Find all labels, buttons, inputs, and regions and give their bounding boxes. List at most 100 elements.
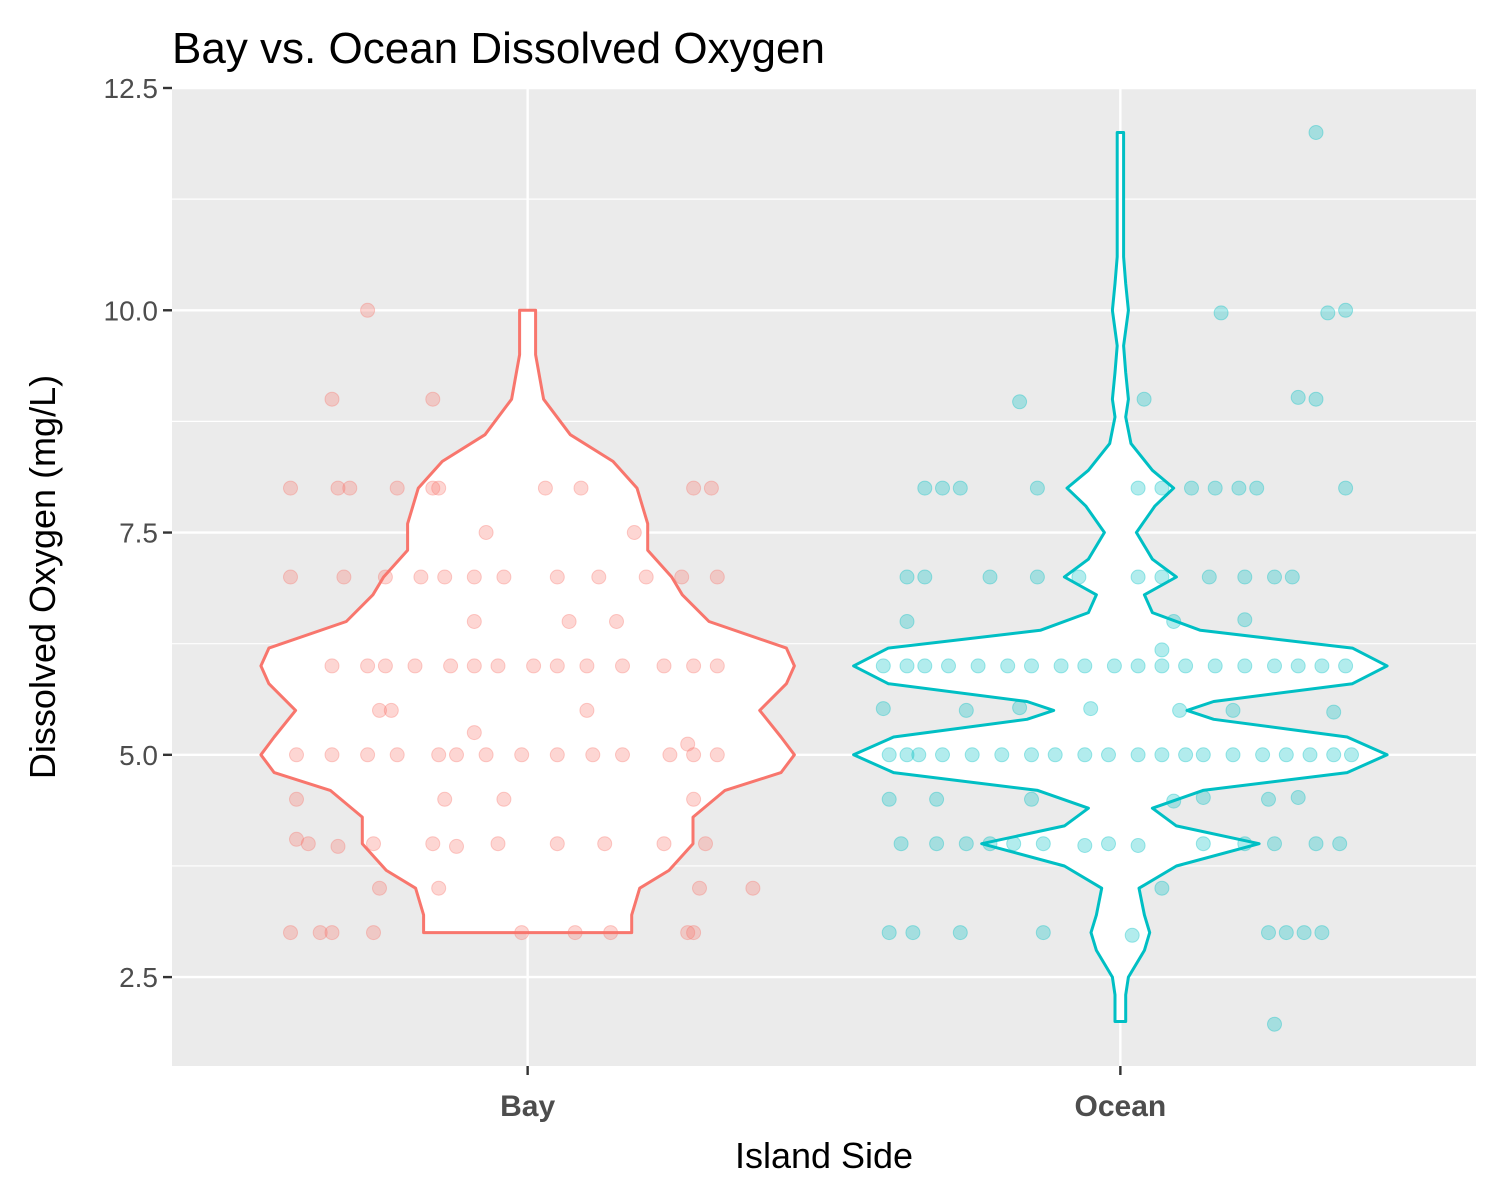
point-ocean xyxy=(1308,125,1324,140)
point-ocean xyxy=(899,614,915,629)
point-ocean xyxy=(1255,747,1271,763)
point-bay xyxy=(686,480,702,496)
point-bay xyxy=(686,747,702,763)
point-bay xyxy=(597,836,613,852)
point-ocean xyxy=(1035,925,1051,941)
point-bay xyxy=(656,836,672,852)
point-bay xyxy=(615,747,630,763)
point-bay xyxy=(745,880,761,896)
point-ocean xyxy=(964,747,980,763)
point-ocean xyxy=(1225,747,1241,763)
point-ocean xyxy=(1035,836,1051,852)
point-ocean xyxy=(905,925,921,941)
point-bay xyxy=(490,658,506,674)
point-ocean xyxy=(1130,480,1146,496)
point-bay xyxy=(686,658,702,674)
point-bay xyxy=(289,791,304,807)
point-ocean xyxy=(1213,305,1229,321)
point-ocean xyxy=(899,569,915,585)
point-ocean xyxy=(899,658,915,674)
point-bay xyxy=(312,925,328,941)
point-ocean xyxy=(1261,925,1276,941)
point-ocean xyxy=(1012,394,1028,410)
point-ocean xyxy=(1207,480,1223,496)
point-ocean xyxy=(1071,569,1087,585)
point-bay xyxy=(466,658,482,674)
point-bay xyxy=(389,747,405,763)
point-ocean xyxy=(881,747,897,763)
point-ocean xyxy=(1290,658,1306,674)
point-bay xyxy=(496,569,512,585)
point-ocean xyxy=(982,569,998,585)
point-bay xyxy=(514,747,530,763)
point-ocean xyxy=(1314,925,1330,941)
point-ocean xyxy=(1296,925,1312,941)
point-ocean xyxy=(1237,658,1253,674)
point-ocean xyxy=(1308,836,1324,852)
point-ocean xyxy=(1237,836,1253,852)
point-bay xyxy=(466,614,482,629)
point-bay xyxy=(342,480,358,496)
point-ocean xyxy=(1154,880,1170,896)
point-ocean xyxy=(1195,836,1211,852)
point-ocean xyxy=(1172,702,1188,718)
point-ocean xyxy=(1207,658,1223,674)
point-ocean xyxy=(1326,747,1342,763)
y-tick-label: 2.5 xyxy=(119,962,158,993)
point-bay xyxy=(514,925,530,941)
point-bay xyxy=(585,747,601,763)
point-bay xyxy=(709,569,725,585)
point-bay xyxy=(437,569,453,585)
point-ocean xyxy=(1053,658,1069,674)
point-bay xyxy=(680,736,696,752)
point-bay xyxy=(526,658,542,674)
point-ocean xyxy=(1338,658,1354,674)
point-bay xyxy=(324,925,340,941)
point-ocean xyxy=(1332,836,1348,852)
point-ocean xyxy=(1178,747,1194,763)
point-bay xyxy=(289,831,304,847)
point-ocean xyxy=(1184,480,1199,496)
point-ocean xyxy=(1195,747,1211,763)
point-ocean xyxy=(941,658,956,674)
point-ocean xyxy=(1047,747,1063,763)
point-bay xyxy=(686,925,702,941)
point-bay xyxy=(549,569,565,585)
point-bay xyxy=(449,838,464,854)
point-bay xyxy=(330,838,346,854)
point-ocean xyxy=(935,480,950,496)
point-bay xyxy=(567,925,583,941)
point-bay xyxy=(431,480,447,496)
point-bay xyxy=(431,880,447,896)
point-ocean xyxy=(1326,704,1342,720)
point-ocean xyxy=(929,791,945,807)
point-ocean xyxy=(1267,1016,1282,1032)
point-ocean xyxy=(1154,747,1170,763)
point-bay xyxy=(360,302,376,318)
point-ocean xyxy=(1166,793,1182,809)
point-bay xyxy=(549,658,565,674)
violin-ocean xyxy=(852,131,1389,1023)
violin-bay xyxy=(259,308,796,935)
point-bay xyxy=(366,836,381,852)
point-bay xyxy=(324,747,340,763)
point-ocean xyxy=(1166,614,1182,629)
point-bay xyxy=(579,702,595,718)
point-bay xyxy=(372,702,387,718)
point-bay xyxy=(360,747,376,763)
point-bay xyxy=(336,569,352,585)
jitter-points xyxy=(283,125,1359,1032)
chart-title: Bay vs. Ocean Dissolved Oxygen xyxy=(172,24,825,73)
point-bay xyxy=(609,614,624,629)
point-ocean xyxy=(1130,747,1146,763)
point-bay xyxy=(680,925,696,941)
point-bay xyxy=(289,747,304,763)
point-ocean xyxy=(1077,747,1093,763)
point-ocean xyxy=(1290,790,1306,805)
point-ocean xyxy=(1130,838,1146,853)
point-bay xyxy=(573,480,589,496)
point-bay xyxy=(449,747,464,763)
y-tick-label: 5.0 xyxy=(119,740,158,771)
point-bay xyxy=(656,658,672,674)
point-bay xyxy=(425,836,441,852)
